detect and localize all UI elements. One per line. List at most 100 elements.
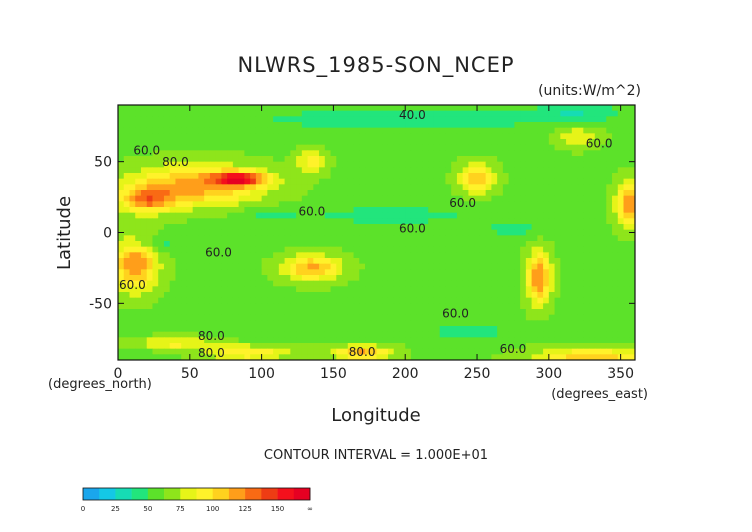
field-cell — [198, 326, 205, 333]
field-cell — [267, 110, 274, 117]
field-cell — [129, 144, 136, 151]
field-cell — [514, 303, 521, 310]
field-cell — [612, 178, 619, 185]
field-cell — [393, 269, 400, 276]
field-cell — [169, 167, 176, 174]
field-cell — [118, 263, 125, 270]
field-cell — [278, 218, 286, 225]
field-cell — [129, 280, 136, 287]
field-cell — [330, 173, 337, 180]
field-cell — [410, 320, 418, 327]
field-cell — [215, 127, 222, 134]
field-cell — [502, 150, 510, 157]
field-cell — [244, 207, 251, 214]
field-cell — [623, 297, 630, 304]
field-cell — [543, 110, 550, 117]
field-cell — [365, 241, 372, 248]
field-cell — [140, 161, 148, 168]
field-cell — [330, 331, 337, 338]
field-cell — [307, 320, 314, 327]
field-cell — [140, 156, 148, 163]
field-cell — [525, 173, 533, 180]
field-cell — [399, 110, 406, 117]
field-cell — [330, 309, 337, 316]
field-cell — [336, 252, 343, 259]
field-cell — [600, 229, 607, 236]
field-cell — [232, 229, 240, 236]
field-cell — [135, 195, 142, 202]
field-cell — [209, 280, 217, 287]
contour-label: 80.0 — [162, 155, 189, 169]
field-cell — [273, 246, 280, 253]
field-cell — [284, 150, 291, 157]
field-cell — [244, 105, 251, 112]
field-cell — [583, 235, 590, 242]
field-cell — [238, 178, 245, 185]
field-cell — [255, 110, 263, 117]
field-cell — [359, 105, 366, 112]
field-cell — [571, 178, 579, 185]
field-cell — [376, 263, 383, 270]
field-cell — [525, 156, 533, 163]
field-cell — [135, 127, 142, 134]
field-cell — [474, 201, 481, 208]
field-cell — [123, 235, 130, 242]
field-cell — [169, 144, 176, 151]
field-cell — [416, 303, 423, 310]
field-cell — [221, 167, 228, 174]
contour-label: 40.0 — [399, 108, 426, 122]
field-cell — [284, 139, 291, 146]
field-cell — [577, 122, 584, 129]
field-cell — [140, 167, 148, 174]
field-cell — [491, 275, 498, 282]
field-cell — [152, 235, 159, 242]
field-cell — [209, 320, 217, 327]
field-cell — [209, 235, 217, 242]
field-cell — [215, 246, 222, 253]
field-cell — [152, 195, 159, 202]
field-cell — [474, 190, 481, 197]
field-cell — [387, 116, 395, 123]
field-cell — [422, 348, 429, 355]
field-cell — [215, 161, 222, 168]
field-cell — [347, 269, 355, 276]
field-cell — [376, 150, 383, 157]
field-cell — [548, 235, 556, 242]
field-cell — [296, 161, 303, 168]
field-cell — [135, 167, 142, 174]
field-cell — [324, 105, 332, 112]
field-cell — [416, 150, 423, 157]
field-cell — [296, 326, 303, 333]
field-cell — [342, 275, 349, 282]
field-cell — [491, 133, 498, 140]
field-cell — [255, 212, 263, 219]
field-cell — [491, 173, 498, 180]
field-cell — [181, 292, 188, 299]
field-cell — [290, 201, 297, 208]
field-cell — [313, 105, 320, 112]
field-cell — [158, 139, 165, 146]
field-cell — [324, 269, 332, 276]
field-cell — [370, 292, 377, 299]
field-cell — [175, 337, 182, 344]
field-cell — [571, 348, 579, 355]
field-cell — [209, 218, 217, 225]
field-cell — [129, 303, 136, 310]
field-cell — [387, 303, 395, 310]
field-cell — [370, 224, 377, 231]
field-cell — [158, 331, 165, 338]
field-cell — [445, 241, 452, 248]
field-cell — [284, 201, 291, 208]
field-cell — [589, 337, 596, 344]
field-cell — [181, 139, 188, 146]
field-cell — [594, 167, 602, 174]
field-cell — [439, 105, 446, 112]
field-cell — [468, 263, 475, 270]
field-cell — [227, 150, 234, 157]
field-cell — [169, 241, 176, 248]
field-cell — [508, 348, 515, 355]
field-cell — [221, 275, 228, 282]
field-cell — [571, 326, 579, 333]
field-cell — [502, 156, 510, 163]
field-cell — [502, 224, 510, 231]
